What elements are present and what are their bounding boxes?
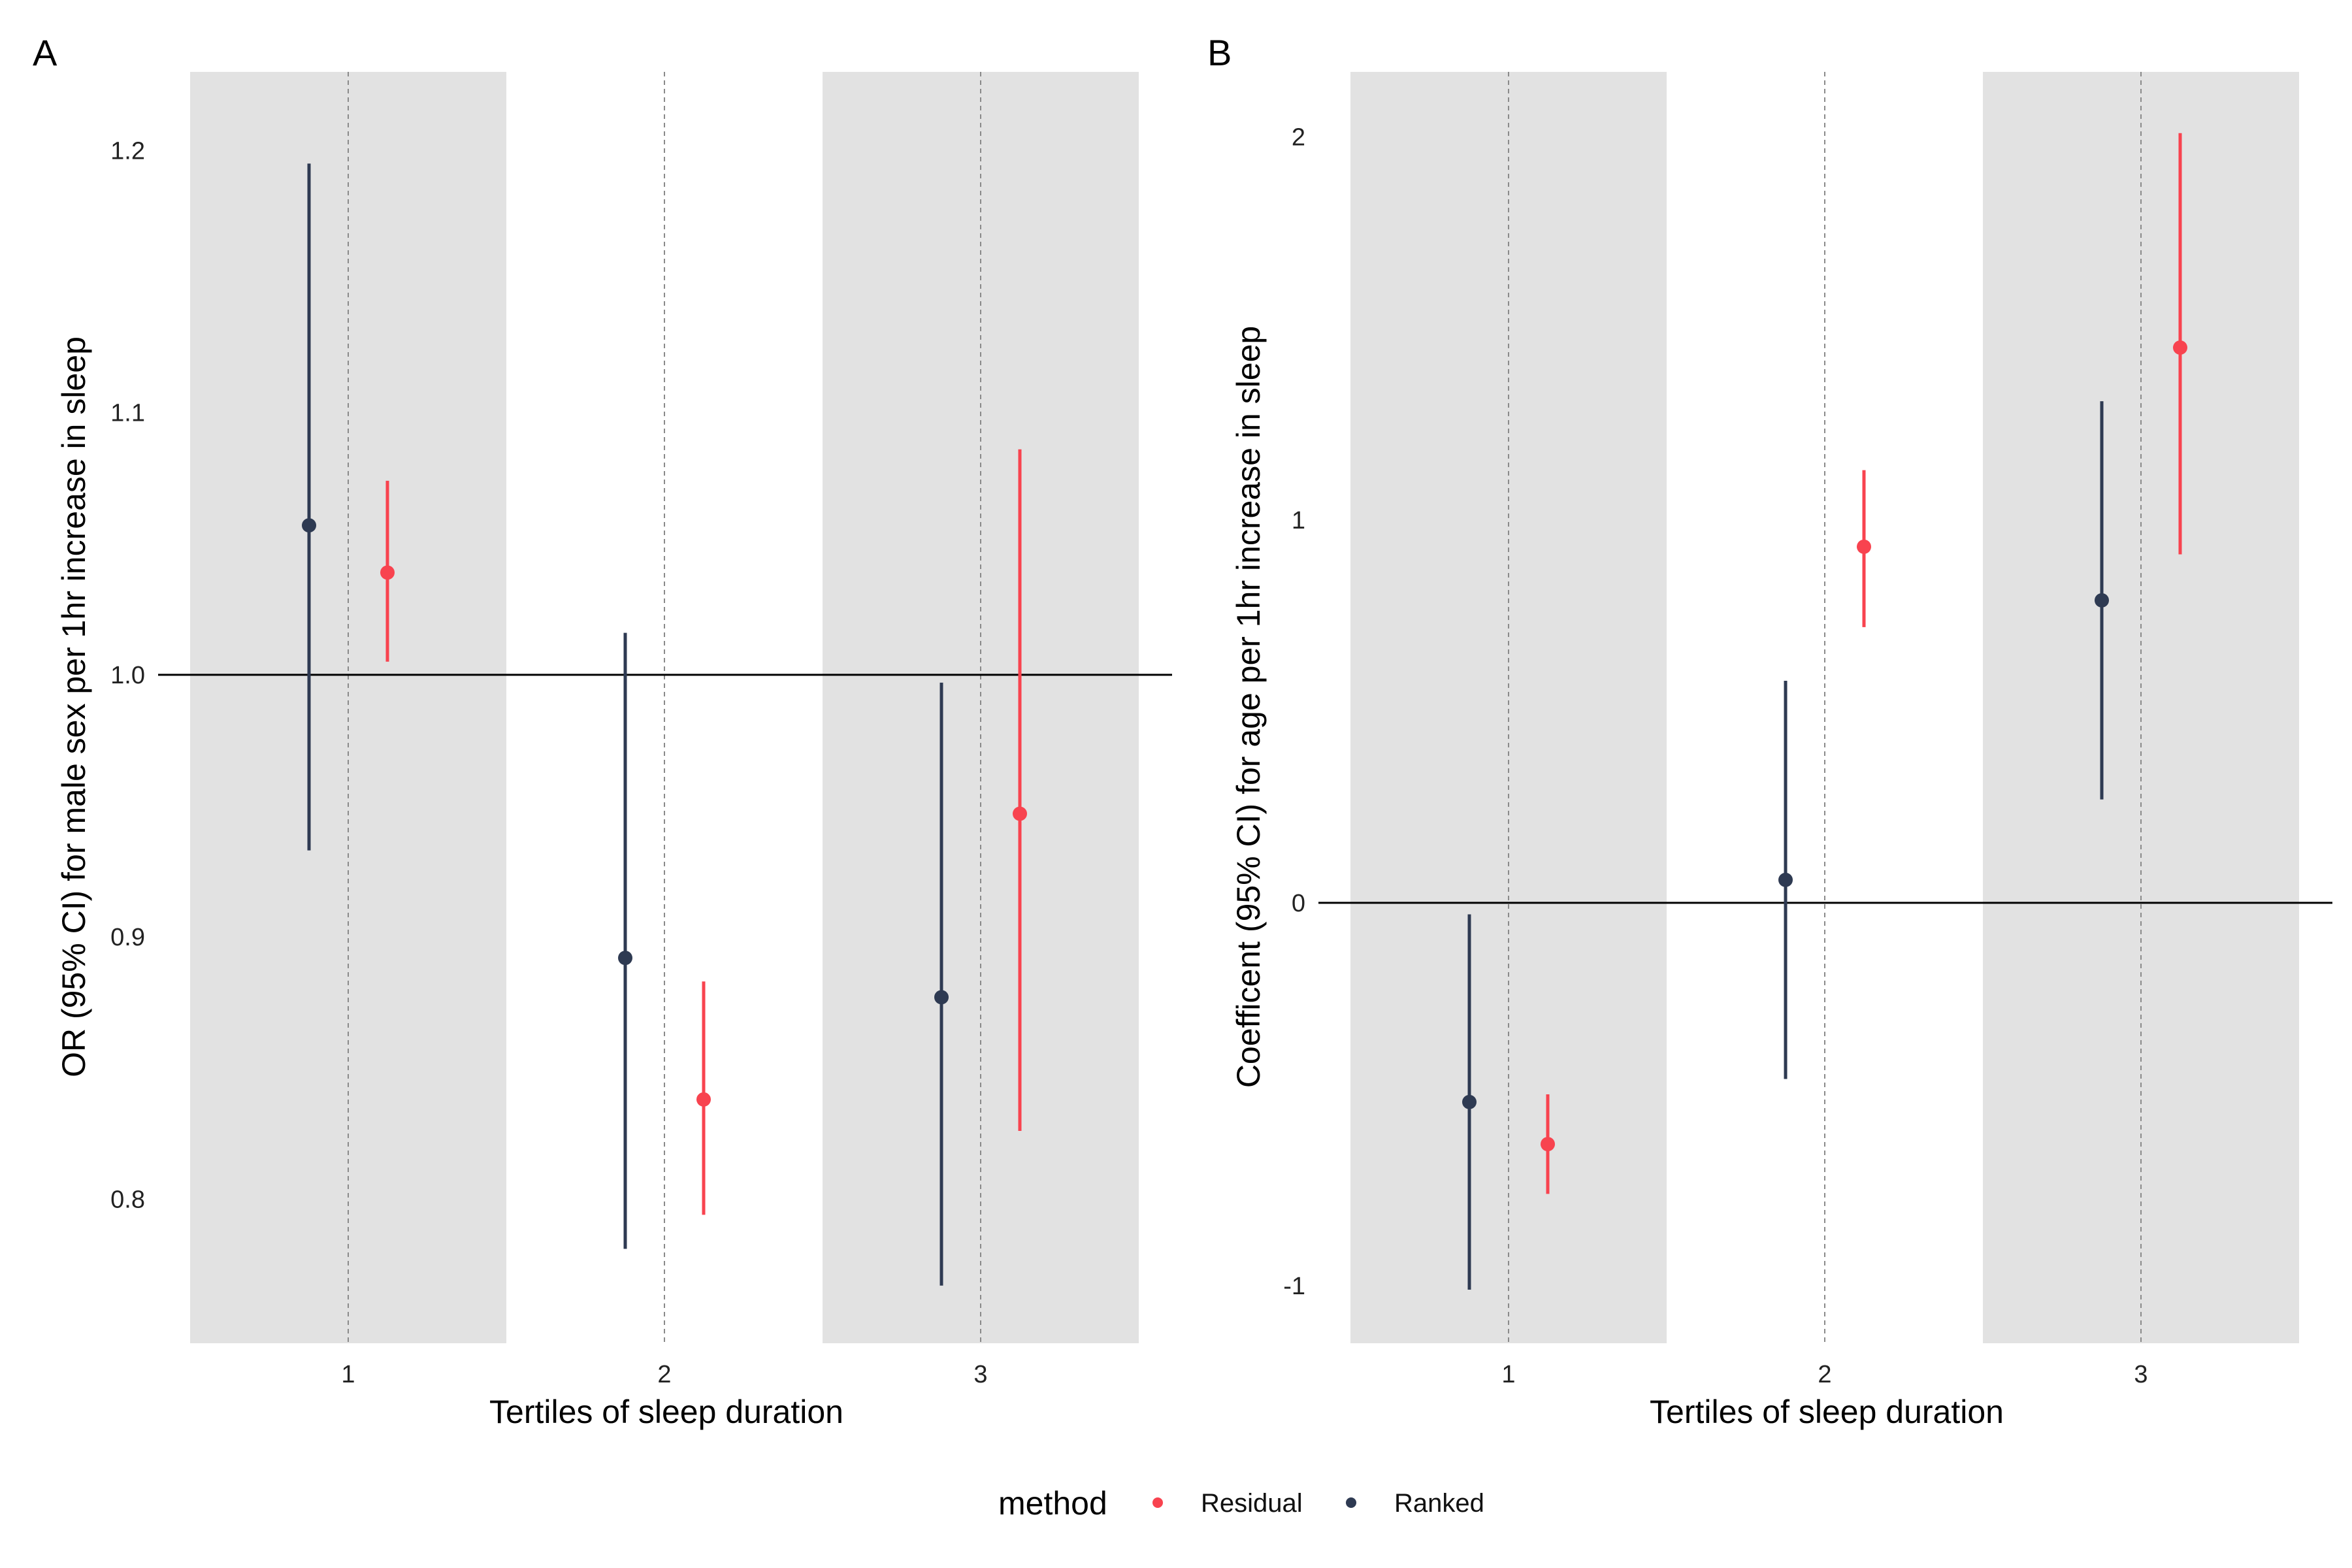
residual-point-1 <box>380 565 395 580</box>
y-tick-label: 1 <box>1292 507 1305 534</box>
y-tick-label: 1.0 <box>110 662 145 689</box>
panel-a-marks <box>302 163 1027 1286</box>
residual-point-2 <box>1857 539 1871 554</box>
x-tick-label: 1 <box>341 1361 355 1388</box>
panel-b-y-ticks: -1 0 1 2 <box>1283 124 1305 1300</box>
ranked-point-1 <box>302 518 316 533</box>
x-tick-label: 3 <box>973 1361 987 1388</box>
panel-a-letter: A <box>33 32 57 73</box>
residual-point-1 <box>1541 1137 1555 1152</box>
panel-b-y-axis-title: Coefficent (95% CI) for age per 1hr incr… <box>1230 326 1267 1088</box>
legend-label-residual: Residual <box>1201 1489 1303 1518</box>
panel-a-y-axis-title: OR (95% CI) for male sex per 1hr increas… <box>56 336 92 1077</box>
y-tick-label: 0.8 <box>110 1186 145 1213</box>
residual-point-2 <box>696 1092 711 1107</box>
band-3 <box>1983 72 2299 1343</box>
band-3 <box>823 72 1139 1343</box>
legend-label-ranked: Ranked <box>1394 1489 1484 1518</box>
legend-title: method <box>998 1485 1107 1522</box>
legend: method Residual Ranked <box>998 1485 1484 1522</box>
ranked-point-1 <box>1462 1094 1477 1109</box>
ranked-point-3 <box>934 990 949 1005</box>
y-tick-label: 1.1 <box>110 400 145 427</box>
y-tick-label: 1.2 <box>110 137 145 165</box>
panel-b-x-ticks: 1 2 3 <box>1501 1361 2148 1388</box>
panel-b-bands <box>1350 72 2299 1343</box>
ranked-point-2 <box>618 951 632 966</box>
panel-a-x-axis-title: Tertiles of sleep duration <box>489 1394 843 1430</box>
panel-a-bands <box>190 72 1139 1343</box>
y-tick-label: 0.9 <box>110 924 145 951</box>
ranked-point-2 <box>1778 872 1793 887</box>
x-tick-label: 2 <box>657 1361 671 1388</box>
x-tick-label: 3 <box>2134 1361 2148 1388</box>
residual-point-3 <box>1013 806 1027 821</box>
panel-b-x-axis-title: Tertiles of sleep duration <box>1650 1394 2004 1430</box>
band-1 <box>1350 72 1667 1343</box>
legend-swatch-residual <box>1152 1497 1163 1508</box>
panel-a-x-ticks: 1 2 3 <box>341 1361 987 1388</box>
residual-point-3 <box>2173 340 2187 355</box>
x-tick-label: 1 <box>1501 1361 1515 1388</box>
band-1 <box>190 72 506 1343</box>
panel-a-y-ticks: 0.8 0.9 1.0 1.1 1.2 <box>110 137 145 1213</box>
panel-b-marks <box>1462 133 2187 1290</box>
legend-swatch-ranked <box>1346 1497 1356 1508</box>
panel-b: B -1 0 1 2 1 2 3 Tertiles of sleep duration C… <box>1207 32 2332 1430</box>
y-tick-label: 0 <box>1292 890 1305 917</box>
y-tick-label: 2 <box>1292 124 1305 152</box>
y-tick-label: -1 <box>1283 1273 1305 1300</box>
x-tick-label: 2 <box>1818 1361 1831 1388</box>
panel-a: A 0.8 0.9 1.0 1.1 1.2 1 2 3 Tertiles of sleep … <box>33 32 1172 1430</box>
ranked-point-3 <box>2095 593 2109 608</box>
panel-b-letter: B <box>1207 32 1232 73</box>
